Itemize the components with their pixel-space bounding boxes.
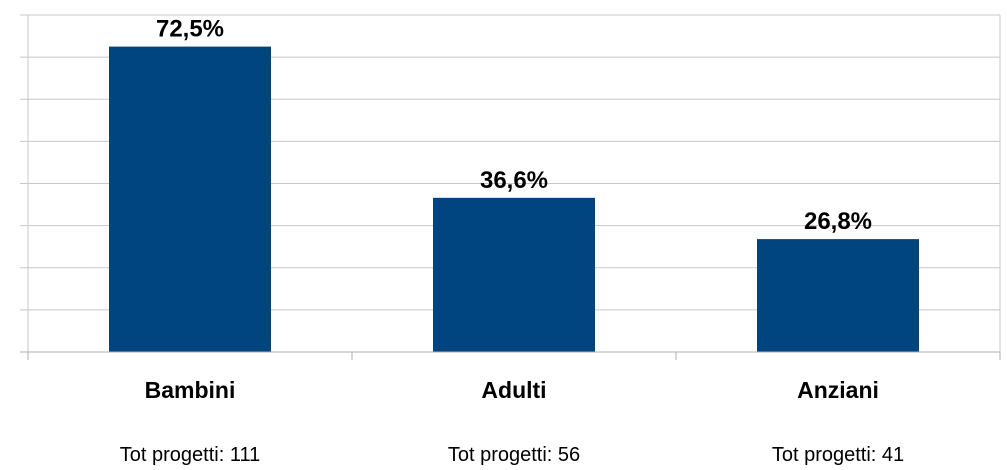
- data-label: 36,6%: [480, 167, 548, 194]
- data-label: 26,8%: [804, 208, 872, 235]
- bar-anziani: [757, 239, 919, 352]
- bar-bambini: [109, 46, 271, 352]
- bar-adulti: [433, 197, 595, 352]
- labels: 72,5% Bambini Tot progetti: 111 36,6% Adulti…: [120, 16, 904, 466]
- category-total-label: Tot progetti: 56: [448, 444, 580, 466]
- category-total-label: Tot progetti: 41: [772, 444, 904, 466]
- category-label: Bambini: [145, 377, 236, 403]
- category-total-label: Tot progetti: 111: [120, 444, 260, 466]
- bars: [109, 46, 919, 352]
- category-label: Anziani: [797, 377, 879, 403]
- category-label: Adulti: [481, 377, 546, 403]
- data-label: 72,5%: [156, 16, 224, 43]
- x-axis: [20, 351, 1001, 360]
